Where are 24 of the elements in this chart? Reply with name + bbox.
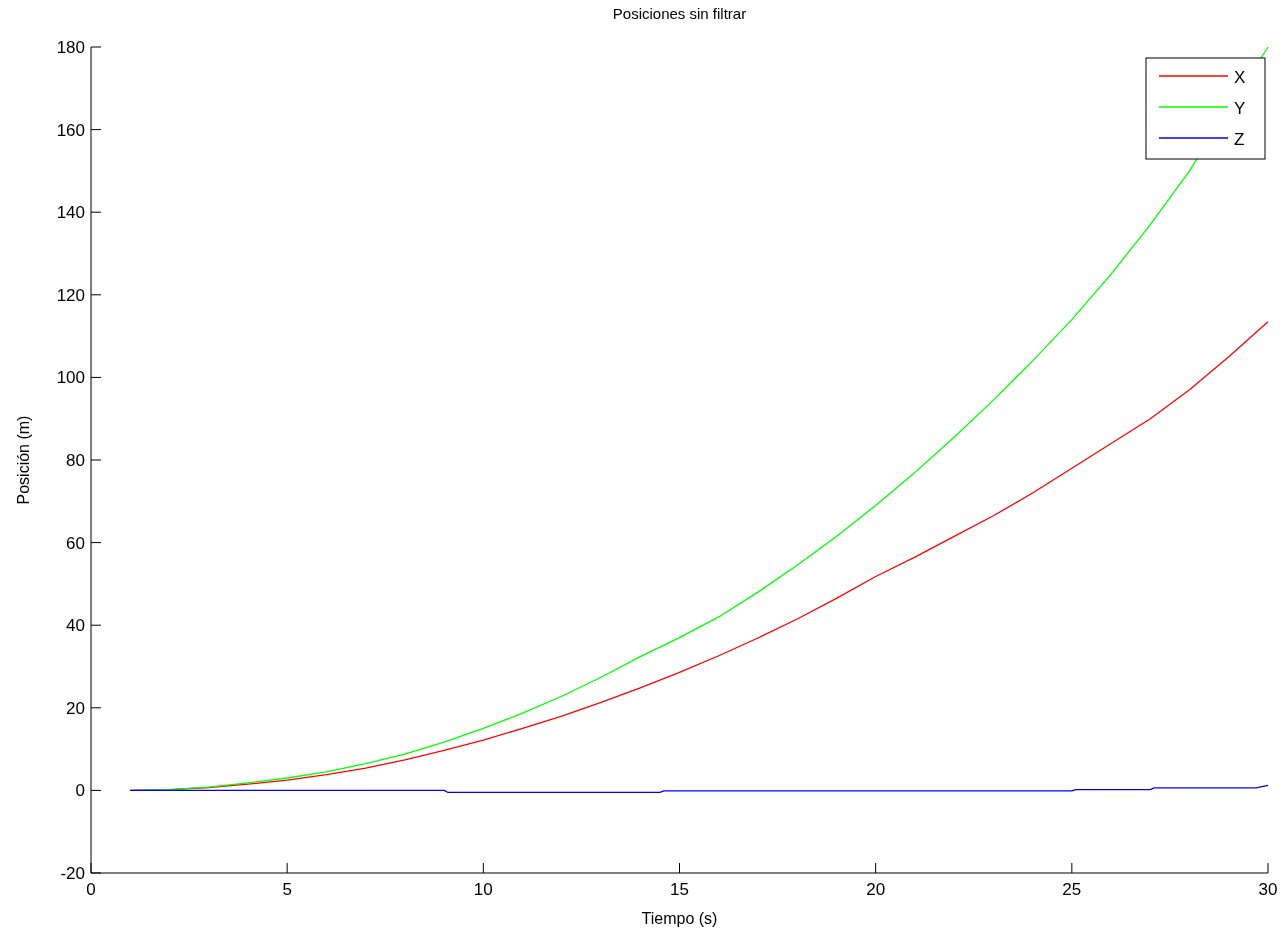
x-tick-label: 20 [866,880,886,899]
chart-title: Posiciones sin filtrar [612,5,747,22]
y-tick-label: 20 [66,698,85,718]
legend-label: Y [1234,99,1246,118]
y-tick-label: -20 [60,864,85,883]
line-series [129,784,1269,794]
y-tick-label: 60 [66,533,85,553]
y-tick-label: 100 [56,368,85,388]
y-tick-label: 140 [56,203,85,223]
x-tick-label: 5 [282,880,292,899]
y-tick-label: 180 [56,38,85,57]
x-axis-title: Tiempo (s) [641,910,718,927]
legend-label: Z [1234,130,1245,149]
y-tick-label: 80 [66,451,85,470]
y-tick-label: 0 [75,781,85,801]
y-axis-title: Posición (m) [15,415,32,505]
y-tick-label: 120 [56,285,85,305]
x-tick-label: 25 [1062,880,1082,899]
x-tick-label: 10 [473,880,493,899]
y-tick-label: 160 [56,120,85,140]
x-tick-label: 15 [670,880,689,899]
y-tick-label: 40 [66,616,85,636]
legend-label: X [1234,68,1246,87]
x-tick-label: 30 [1258,880,1278,899]
